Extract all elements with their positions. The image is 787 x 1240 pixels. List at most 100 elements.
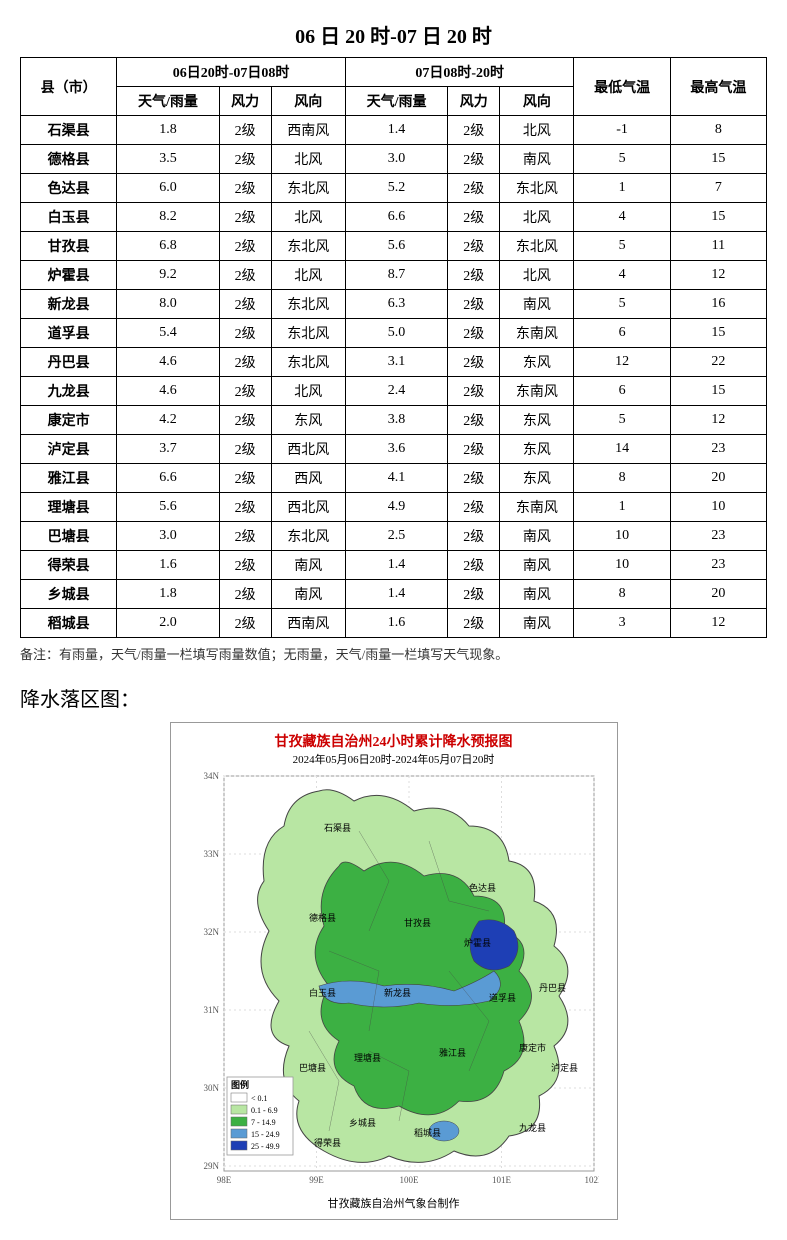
cell-f2: 2级 [448,377,500,406]
cell-county: 炉霍县 [21,261,117,290]
cell-f2: 2级 [448,116,500,145]
table-row: 德格县3.52级北风3.02级南风515 [21,145,767,174]
th-force1: 风力 [219,87,271,116]
cell-d1: 东北风 [271,290,345,319]
th-period1: 06日20时-07日08时 [117,58,346,87]
cell-hi: 8 [670,116,766,145]
cell-d1: 西南风 [271,609,345,638]
cell-w1: 6.8 [117,232,219,261]
cell-f1: 2级 [219,116,271,145]
table-row: 泸定县3.72级西北风3.62级东风1423 [21,435,767,464]
svg-text:101E: 101E [492,1175,512,1185]
svg-text:98E: 98E [216,1175,231,1185]
cell-w2: 4.1 [345,464,447,493]
table-row: 色达县6.02级东北风5.22级东北风17 [21,174,767,203]
cell-w1: 3.7 [117,435,219,464]
map-title: 甘孜藏族自治州24小时累计降水预报图 [179,731,609,751]
cell-d1: 南风 [271,551,345,580]
cell-county: 乡城县 [21,580,117,609]
cell-lo: 1 [574,493,670,522]
cell-w2: 4.9 [345,493,447,522]
th-county: 县（市） [21,58,117,116]
cell-w1: 4.6 [117,377,219,406]
cell-county: 稻城县 [21,609,117,638]
svg-text:99E: 99E [309,1175,324,1185]
cell-lo: 3 [574,609,670,638]
th-high: 最高气温 [670,58,766,116]
cell-d2: 东南风 [500,377,574,406]
cell-d1: 西北风 [271,435,345,464]
svg-text:25 - 49.9: 25 - 49.9 [251,1142,280,1151]
svg-text:31N: 31N [203,1005,219,1015]
cell-d1: 北风 [271,261,345,290]
table-note: 备注：有雨量，天气/雨量一栏填写雨量数值；无雨量，天气/雨量一栏填写天气现象。 [20,644,767,663]
th-force2: 风力 [448,87,500,116]
svg-text:34N: 34N [203,771,219,781]
cell-lo: -1 [574,116,670,145]
cell-lo: 5 [574,145,670,174]
cell-w1: 2.0 [117,609,219,638]
cell-f2: 2级 [448,145,500,174]
th-weather2: 天气/雨量 [345,87,447,116]
cell-f1: 2级 [219,290,271,319]
cell-w2: 2.4 [345,377,447,406]
cell-hi: 20 [670,580,766,609]
cell-lo: 5 [574,290,670,319]
cell-w2: 8.7 [345,261,447,290]
cell-county: 得荣县 [21,551,117,580]
cell-county: 色达县 [21,174,117,203]
cell-w1: 9.2 [117,261,219,290]
svg-text:7 - 14.9: 7 - 14.9 [251,1118,276,1127]
cell-w1: 3.5 [117,145,219,174]
cell-lo: 6 [574,377,670,406]
cell-w1: 5.6 [117,493,219,522]
cell-w1: 4.2 [117,406,219,435]
cell-county: 巴塘县 [21,522,117,551]
cell-f2: 2级 [448,203,500,232]
cell-county: 白玉县 [21,203,117,232]
cell-w1: 8.0 [117,290,219,319]
cell-w1: 1.8 [117,116,219,145]
th-dir2: 风向 [500,87,574,116]
svg-text:100E: 100E [399,1175,419,1185]
cell-f2: 2级 [448,522,500,551]
table-row: 雅江县6.62级西风4.12级东风820 [21,464,767,493]
cell-lo: 4 [574,203,670,232]
svg-text:30N: 30N [203,1083,219,1093]
table-row: 甘孜县6.82级东北风5.62级东北风511 [21,232,767,261]
cell-d1: 南风 [271,580,345,609]
map-footer: 甘孜藏族自治州气象台制作 [179,1195,609,1211]
cell-hi: 12 [670,261,766,290]
table-row: 九龙县4.62级北风2.42级东南风615 [21,377,767,406]
cell-w2: 5.6 [345,232,447,261]
map-subtitle: 2024年05月06日20时-2024年05月07日20时 [179,751,609,767]
cell-d1: 北风 [271,203,345,232]
cell-lo: 6 [574,319,670,348]
cell-d2: 南风 [500,551,574,580]
cell-hi: 15 [670,319,766,348]
cell-d2: 北风 [500,203,574,232]
cell-county: 康定市 [21,406,117,435]
cell-county: 九龙县 [21,377,117,406]
cell-w1: 8.2 [117,203,219,232]
cell-d1: 西北风 [271,493,345,522]
svg-text:稻城县: 稻城县 [414,1128,441,1138]
cell-d2: 东风 [500,348,574,377]
cell-d1: 西风 [271,464,345,493]
table-row: 炉霍县9.22级北风8.72级北风412 [21,261,767,290]
cell-w2: 3.6 [345,435,447,464]
cell-d2: 南风 [500,609,574,638]
table-row: 乡城县1.82级南风1.42级南风820 [21,580,767,609]
cell-w1: 1.6 [117,551,219,580]
cell-w2: 1.4 [345,551,447,580]
svg-text:德格县: 德格县 [309,912,336,923]
cell-lo: 14 [574,435,670,464]
cell-county: 新龙县 [21,290,117,319]
svg-text:理塘县: 理塘县 [354,1052,381,1063]
cell-d2: 南风 [500,290,574,319]
table-row: 石渠县1.82级西南风1.42级北风-18 [21,116,767,145]
svg-text:雅江县: 雅江县 [439,1047,466,1058]
cell-f1: 2级 [219,203,271,232]
cell-d1: 东北风 [271,522,345,551]
page-title: 06 日 20 时-07 日 20 时 [20,20,767,49]
